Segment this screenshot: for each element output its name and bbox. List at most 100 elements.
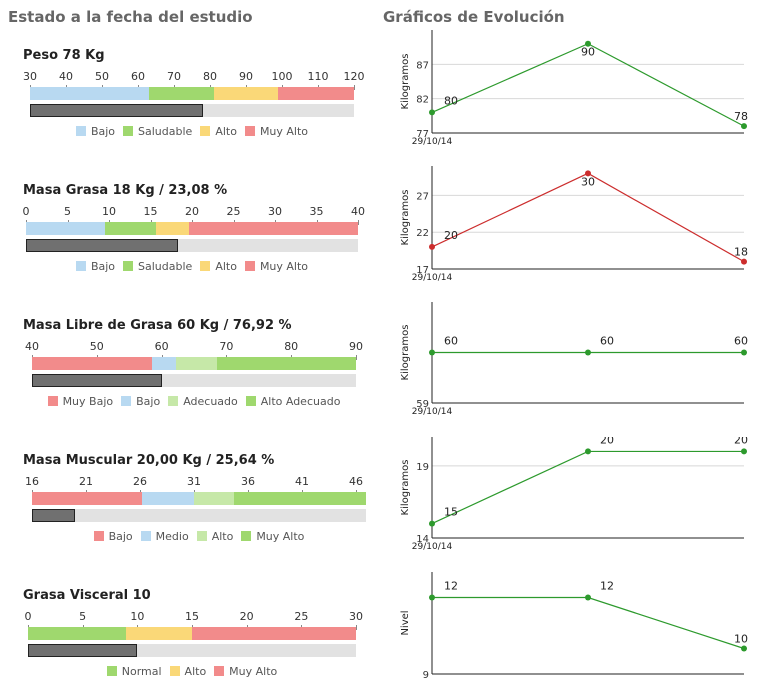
range-segment: [188, 222, 358, 235]
legend-label: Adecuado: [183, 395, 238, 408]
scale-tick-label: 16: [25, 475, 39, 488]
x-tick-label: 29/10/14: [412, 407, 453, 417]
range-segment: [32, 492, 143, 505]
legend-item: Bajo: [93, 530, 133, 543]
range-bar: [32, 357, 356, 370]
scale-tick-label: 40: [59, 70, 73, 83]
scale-tick-label: 20: [185, 205, 199, 218]
left-header: Estado a la fecha del estudio: [8, 8, 253, 26]
y-tick-label: 22: [416, 228, 429, 239]
legend-label: Muy Alto: [229, 665, 278, 678]
series-line: [431, 450, 744, 525]
right-header: Gráficos de Evolución: [383, 8, 565, 26]
section-title: Masa Grasa 18 Kg / 23,08 %: [23, 183, 228, 198]
legend-swatch: [123, 261, 134, 271]
range-segment: [217, 357, 356, 370]
legend-label: Muy Alto: [259, 125, 309, 138]
legend-swatch: [200, 261, 211, 271]
data-point: [585, 594, 591, 601]
data-point: [741, 349, 747, 356]
legend-swatch: [93, 531, 104, 541]
legend-label: Medio: [155, 530, 189, 543]
data-label: 20: [600, 437, 614, 446]
legend-swatch: [123, 126, 134, 136]
data-point: [585, 349, 591, 356]
line-chart: 77 82 87 Kilogramos 29/10/14 80 90 78: [400, 30, 748, 147]
scale-tick-label: 80: [203, 70, 217, 83]
legend-item: Saludable: [123, 260, 192, 273]
range-bar: [30, 87, 354, 100]
scale-tick-label: 70: [167, 70, 181, 83]
data-label: 90: [581, 46, 595, 59]
range-segment: [142, 492, 194, 505]
range-bar: [32, 492, 366, 505]
scale-tick-label: 70: [219, 340, 234, 353]
y-axis-label: Kilogramos: [400, 190, 411, 246]
scale-tick-label: 36: [241, 475, 255, 488]
scale-tick-label: 5: [64, 205, 71, 218]
line-chart: 14 19 Kilogramos 29/10/14 15 20 20: [400, 437, 748, 552]
legend-label: Saludable: [138, 125, 193, 138]
data-label: 60: [734, 335, 748, 348]
scale-tick-label: 35: [309, 205, 324, 218]
legend-label: Muy Bajo: [62, 395, 114, 408]
scale-tick-label: 30: [349, 610, 363, 623]
range-segment: [30, 87, 149, 100]
y-tick-label: 14: [416, 534, 429, 545]
range-segment: [148, 87, 214, 100]
value-bar: [26, 239, 178, 252]
y-tick-label: 17: [416, 265, 429, 276]
data-label: 12: [444, 580, 458, 593]
data-label: 78: [734, 110, 748, 123]
legend-item: Adecuado: [168, 395, 238, 408]
legend-label: Saludable: [138, 260, 193, 273]
scale-tick-label: 60: [154, 340, 169, 353]
legend: Muy Bajo Bajo Adecuado Alto Adecuado: [32, 395, 356, 408]
scale-tick-label: 31: [187, 475, 201, 488]
scale-axis: 30 40 50 60 70 80 90 100 110 120: [23, 70, 365, 110]
scale-tick-label: 50: [89, 340, 104, 353]
y-tick-label: 27: [416, 191, 429, 202]
data-point: [429, 349, 435, 356]
y-tick-label: 9: [423, 670, 429, 681]
legend-swatch: [200, 126, 211, 136]
scale-tick-label: 10: [102, 205, 116, 218]
y-tick-label: 59: [416, 399, 429, 410]
line-chart: 59 Kilogramos 29/10/14 60 60 60: [400, 302, 748, 417]
data-label: 10: [734, 633, 748, 646]
series-line: [432, 596, 745, 650]
scale-tick-label: 10: [130, 610, 145, 623]
scale-tick-label: 25: [294, 610, 309, 623]
legend-item: Muy Alto: [244, 125, 309, 138]
range-segment: [194, 492, 234, 505]
scale-tick-label: 21: [79, 475, 93, 488]
range-segment: [192, 627, 356, 640]
scale-axis: 40 50 60 70 80 90: [25, 340, 363, 380]
legend-label: Alto: [184, 665, 207, 678]
scale-tick-label: 30: [23, 70, 37, 83]
legend-swatch: [168, 396, 179, 406]
legend: Bajo Saludable Alto Muy Alto: [26, 260, 358, 273]
line-chart: 9 Nivel 12 12 10: [400, 572, 748, 681]
scale-tick-label: 60: [131, 70, 145, 83]
scale-tick-label: 110: [307, 70, 329, 83]
data-label: 20: [734, 437, 748, 446]
data-label: 80: [444, 94, 458, 107]
legend-item: Muy Alto: [244, 260, 309, 273]
scale-tick-label: 90: [349, 340, 363, 353]
section-title: Peso 78 Kg: [23, 48, 105, 63]
data-point: [429, 243, 435, 250]
legend: Normal Alto Muy Alto: [28, 665, 356, 678]
range-segment: [156, 222, 189, 235]
legend-label: Muy Alto: [259, 260, 309, 273]
data-label: 60: [600, 335, 614, 348]
scale-tick-label: 0: [24, 610, 32, 623]
scale-tick-label: 0: [22, 205, 30, 218]
scale-tick-label: 100: [271, 70, 293, 83]
scale-tick-label: 40: [25, 340, 39, 353]
range-segment: [151, 357, 176, 370]
legend-item: Normal: [106, 665, 162, 678]
y-axis-label: Kilogramos: [400, 460, 411, 516]
legend-swatch: [244, 126, 255, 136]
y-tick-label: 87: [416, 60, 429, 71]
